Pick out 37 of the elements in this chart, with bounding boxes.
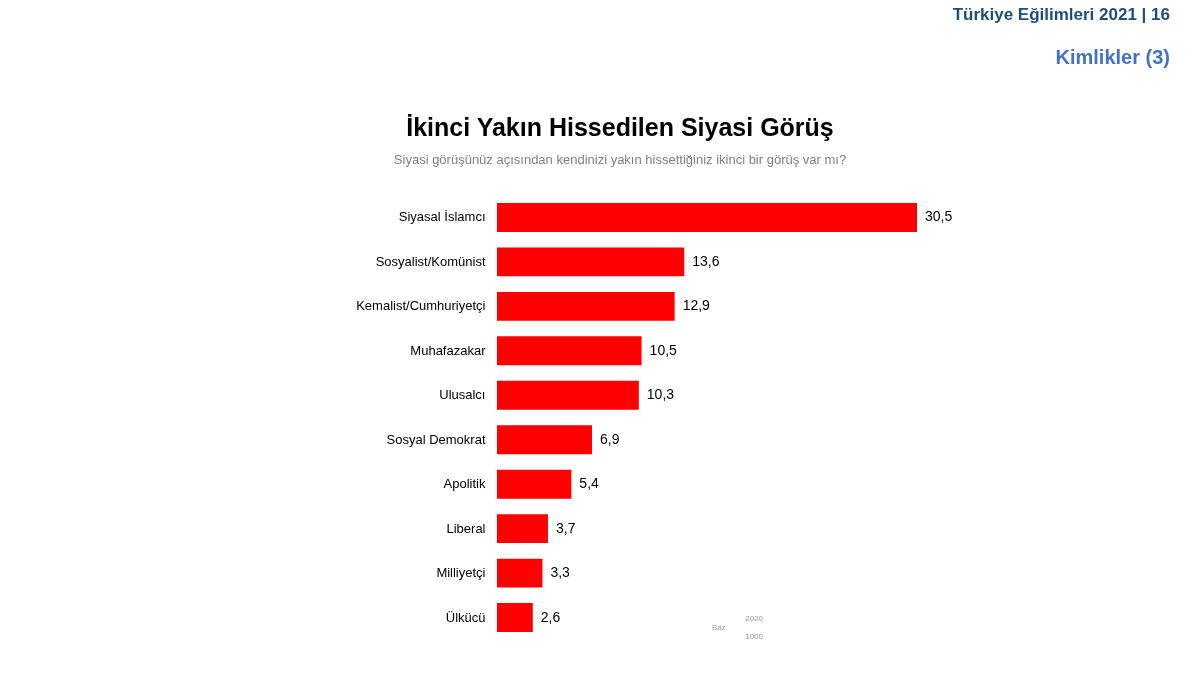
text: Kimlikler (3) — [1055, 46, 1170, 68]
y-tick-label: Kemalist/Cumhuriyetçi — [356, 298, 486, 314]
data-label: 3,3 — [550, 564, 571, 581]
data-label: 10,5 — [649, 341, 678, 358]
bar — [497, 558, 543, 588]
annotation: Baz — [712, 623, 726, 632]
data-label: 10,3 — [646, 386, 675, 403]
bar — [497, 425, 593, 455]
chart-subtitle: Siyasi görüşünüz açısından kendinizi yakın hissettiğiniz ikinci bir görüş var mı? — [393, 152, 847, 167]
data-label: 5,4 — [579, 475, 600, 492]
bar — [497, 247, 685, 277]
annotation: 2020 — [745, 614, 764, 623]
bar — [497, 603, 533, 632]
data-label: 12,9 — [682, 297, 711, 314]
y-tick-label: Milliyetçi — [436, 565, 486, 581]
y-tick-label: Sosyalist/Komünist — [375, 253, 486, 269]
bar — [497, 336, 642, 366]
y-tick-label: Apolitik — [443, 476, 486, 492]
y-tick-label: Ülkücü — [445, 609, 486, 625]
bar — [497, 291, 675, 321]
y-tick-label: Siyasal İslamcı — [398, 209, 486, 225]
data-label: 13,6 — [692, 252, 720, 269]
y-tick-label: Liberal — [446, 520, 486, 536]
bar — [497, 380, 639, 410]
text: Türkiye Eğilimleri 2021 | 16 — [952, 5, 1170, 24]
y-tick-label: Ulusalcı — [439, 387, 486, 403]
bar — [497, 203, 917, 232]
y-tick-label: Sosyal Demokrat — [386, 431, 486, 447]
bar — [497, 469, 572, 499]
annotation: 1000 — [745, 632, 764, 641]
y-tick-label: Muhafazakar — [410, 342, 487, 358]
data-label: 30,5 — [925, 208, 953, 225]
bar — [497, 514, 548, 544]
data-label: 6,9 — [600, 430, 620, 447]
data-label: 2,6 — [540, 608, 561, 625]
chart-title: İkinci Yakın Hissedilen Siyasi Görüş — [406, 113, 834, 141]
data-label: 3,7 — [555, 519, 576, 536]
